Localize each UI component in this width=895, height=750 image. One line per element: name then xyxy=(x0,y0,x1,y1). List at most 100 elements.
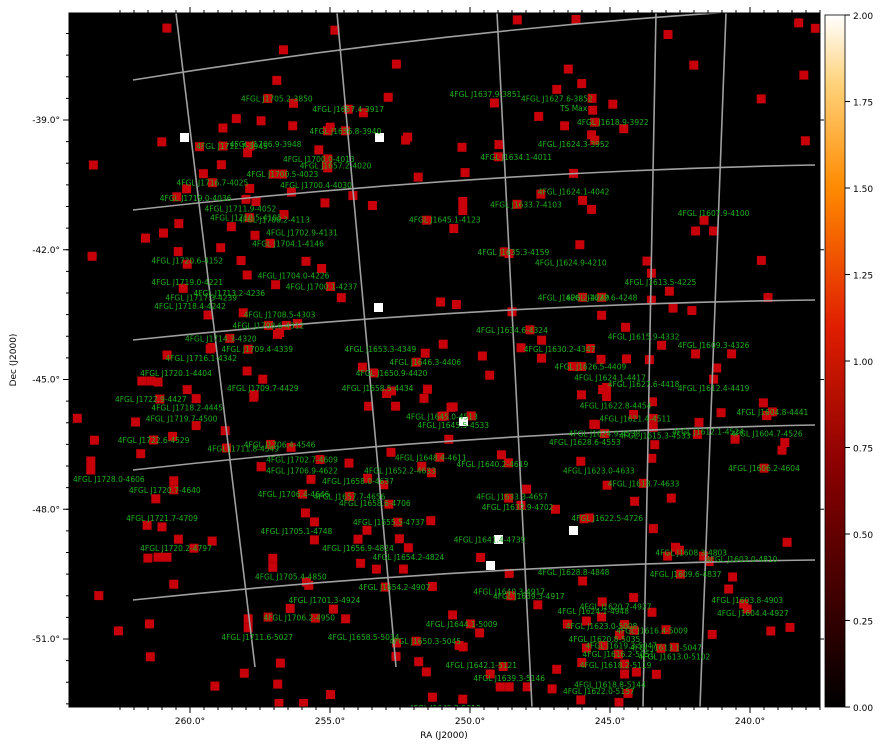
source-label: 4FGL J1641.4-4739 xyxy=(454,536,526,545)
residual-pixel xyxy=(663,551,673,561)
source-label: 4FGL J1716.1-4342 xyxy=(165,354,237,363)
residual-pixel xyxy=(417,461,427,471)
bright-pixel xyxy=(569,526,578,535)
residual-pixel xyxy=(420,348,430,358)
residual-pixel xyxy=(621,322,631,332)
residual-pixel xyxy=(419,393,429,403)
residual-pixel xyxy=(552,84,562,94)
colorbar-tick-label: 1.00 xyxy=(853,358,873,368)
residual-pixel xyxy=(142,520,152,530)
source-label: 4FGL J1652.2-4633 xyxy=(364,466,436,475)
source-label: 4FGL J1709.7-4429 xyxy=(227,384,299,393)
source-label: 4FGL J1645.0-4513 xyxy=(406,412,478,421)
residual-pixel xyxy=(273,679,283,689)
source-label: 4FGL J1626.5-4409 xyxy=(555,363,627,372)
residual-pixel xyxy=(364,401,374,411)
source-label: 4FGL J1706.9-4622 xyxy=(266,466,338,475)
source-label: 4FGL J1654.2-4824 xyxy=(373,553,445,562)
residual-pixel xyxy=(263,93,273,103)
source-label: 4FGL J1615.3-4533 xyxy=(619,432,691,441)
residual-pixel xyxy=(622,354,631,364)
residual-pixel xyxy=(155,394,165,404)
colorbar-tick-label: 0.00 xyxy=(853,704,873,714)
source-label: 4FGL J1706.4-4546 xyxy=(244,440,316,449)
source-label: 4FGL J1719.7-4500 xyxy=(146,414,218,423)
residual-pixel xyxy=(357,362,367,372)
residual-pixel xyxy=(758,398,768,408)
residual-pixel xyxy=(182,385,192,395)
source-label: 4FGL J1706.9-3948 xyxy=(230,140,302,149)
residual-pixel xyxy=(182,259,192,269)
residual-pixel xyxy=(245,141,255,151)
residual-pixel xyxy=(279,45,288,55)
residual-pixel xyxy=(380,582,390,592)
residual-pixel xyxy=(630,496,640,506)
source-label: 4FGL J1622.6-4248 xyxy=(566,293,638,302)
residual-pixel xyxy=(195,142,204,152)
residual-pixel xyxy=(504,682,514,692)
source-label: 4FGL J1628.6-4553 xyxy=(549,438,621,447)
residual-pixel xyxy=(309,535,319,545)
residual-pixel xyxy=(157,137,167,147)
residual-pixel xyxy=(581,616,591,626)
residual-pixel xyxy=(210,681,220,691)
source-label: 4FGL J1719.0-4221 xyxy=(151,278,223,287)
residual-pixel xyxy=(413,172,423,182)
residual-pixel xyxy=(533,600,543,610)
source-label: 4FGL J1618.7-4633 xyxy=(608,479,680,488)
ra-grid-line xyxy=(642,13,657,707)
source-label: 4FGL J1658.0-4637 xyxy=(322,477,394,486)
source-label: 4FGL J1650.3-5045 xyxy=(389,637,461,646)
residual-pixel xyxy=(198,169,208,179)
residual-pixel xyxy=(648,524,658,534)
residual-pixel xyxy=(356,558,366,568)
residual-pixel xyxy=(168,431,178,441)
residual-pixel xyxy=(799,70,809,80)
residual-pixel xyxy=(712,363,722,373)
residual-pixel xyxy=(243,148,253,158)
residual-pixel xyxy=(266,439,276,449)
residual-pixel xyxy=(613,649,623,659)
residual-pixel xyxy=(173,247,183,257)
residual-pixel xyxy=(495,682,505,692)
residual-pixel xyxy=(286,442,296,452)
x-tick-label: 260.0° xyxy=(175,717,205,727)
residual-pixel xyxy=(391,651,401,661)
residual-pixel xyxy=(322,126,332,136)
residual-pixel xyxy=(707,629,717,639)
y-tick-label: -45.0° xyxy=(32,376,60,386)
residual-pixel xyxy=(590,117,600,127)
residual-pixel xyxy=(436,297,446,307)
residual-pixel xyxy=(330,25,340,35)
source-label: 4FGL J1616.2-5051 xyxy=(583,650,655,659)
residual-pixel xyxy=(353,534,363,544)
residual-pixel xyxy=(131,417,141,427)
source-label: 4FGL J1618.8-5144 xyxy=(574,680,646,689)
residual-pixel xyxy=(476,553,486,562)
source-label: 4FGL J1700.5-4023 xyxy=(247,170,319,179)
source-label: 4FGL J1624.1-4417 xyxy=(574,373,646,382)
residual-pixel xyxy=(393,517,403,527)
residual-pixel xyxy=(585,344,595,353)
colorbar-tick-label: 0.25 xyxy=(853,618,873,628)
residual-pixel xyxy=(534,111,544,121)
bright-pixel xyxy=(459,417,468,426)
source-label: 4FGL J1627.6-3852 xyxy=(521,94,593,103)
residual-pixel xyxy=(525,325,535,335)
residual-pixel xyxy=(268,169,278,179)
bright-pixel xyxy=(374,303,383,312)
residual-pixel xyxy=(578,195,588,205)
residual-pixel xyxy=(742,604,752,614)
residual-pixel xyxy=(256,462,266,472)
residual-pixel xyxy=(326,282,336,291)
residual-pixel xyxy=(289,98,298,108)
residual-pixel xyxy=(614,697,624,707)
y-axis-label: Dec (J2000) xyxy=(9,334,19,387)
colorbar-tick-label: 1.50 xyxy=(853,185,873,195)
residual-pixel xyxy=(651,669,661,679)
residual-pixel xyxy=(238,308,248,318)
residual-pixel xyxy=(647,453,657,463)
source-label: 4FGL J1713.2-4236 xyxy=(193,289,265,298)
residual-pixel xyxy=(689,60,699,70)
residual-pixel xyxy=(800,136,810,146)
